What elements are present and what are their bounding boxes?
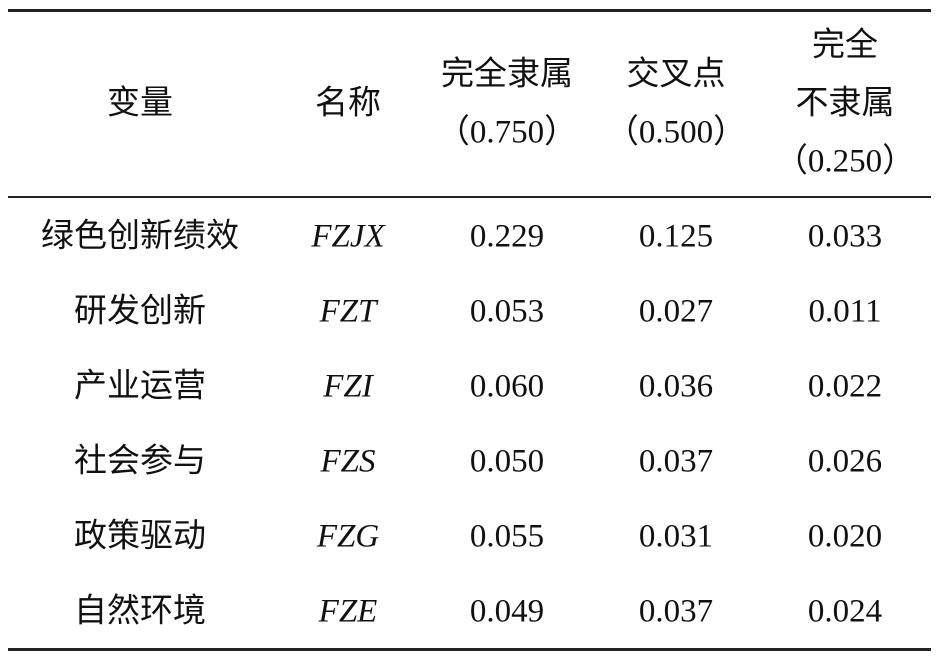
header-cell: 交叉点	[626, 56, 726, 93]
value-cell: 0.024	[807, 593, 883, 630]
header-rule	[8, 196, 931, 198]
header-cell: 完全	[812, 27, 878, 64]
value-cell: 0.022	[807, 368, 883, 405]
header-cell: 完全隶属	[441, 56, 573, 93]
value-cell: 0.049	[469, 593, 545, 630]
value-cell: 0.020	[807, 518, 883, 555]
value-cell: 0.033	[807, 218, 883, 255]
value-cell: 0.055	[469, 518, 545, 555]
top-rule	[8, 9, 931, 12]
header-cell: 不隶属	[795, 85, 895, 122]
row-code: FZJX	[311, 218, 385, 255]
value-cell: 0.037	[638, 593, 714, 630]
header-cell: 名称	[315, 85, 381, 122]
value-cell: 0.027	[638, 293, 714, 330]
value-cell: 0.011	[808, 293, 882, 330]
row-code: FZS	[320, 443, 376, 480]
value-cell: 0.031	[638, 518, 714, 555]
value-cell: 0.060	[469, 368, 545, 405]
row-code: FZI	[323, 368, 373, 405]
row-label: 绿色创新绩效	[41, 218, 239, 255]
header-cell: （0.750）	[436, 114, 578, 151]
row-label: 政策驱动	[74, 518, 206, 555]
value-cell: 0.050	[469, 443, 545, 480]
header-cell: （0.500）	[605, 114, 747, 151]
row-code: FZT	[319, 293, 377, 330]
value-cell: 0.229	[469, 218, 545, 255]
header-cell: 变量	[107, 85, 173, 122]
value-cell: 0.125	[638, 218, 714, 255]
value-cell: 0.053	[469, 293, 545, 330]
bottom-rule	[8, 648, 931, 651]
row-label: 社会参与	[74, 443, 206, 480]
row-label: 自然环境	[74, 593, 206, 630]
value-cell: 0.026	[807, 443, 883, 480]
row-label: 产业运营	[74, 368, 206, 405]
row-code: FZG	[316, 518, 380, 555]
header-cell: （0.250）	[774, 143, 916, 180]
row-label: 研发创新	[74, 293, 206, 330]
value-cell: 0.036	[638, 368, 714, 405]
value-cell: 0.037	[638, 443, 714, 480]
row-code: FZE	[318, 593, 378, 630]
